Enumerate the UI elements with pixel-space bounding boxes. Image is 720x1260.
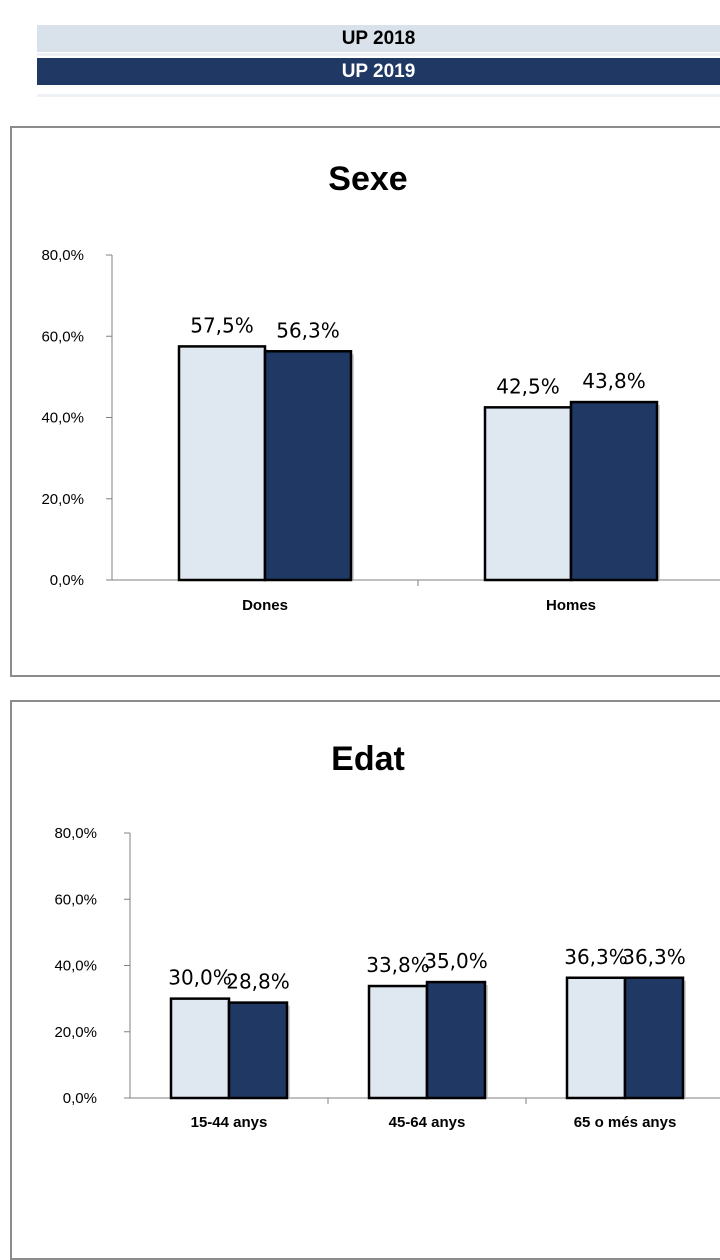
data-label: 33,8% [366,953,430,977]
legend-up-2018-label: UP 2018 [341,27,416,49]
bar-edat-45-64-anys-up-2019 [425,980,487,1100]
bar-edat-65-o-m-s-anys-up-2019 [623,976,685,1100]
bar-edat-15-44-anys-up-2019 [227,1001,289,1100]
data-label: 35,0% [424,949,488,973]
y-tick-label: 80,0% [41,247,84,264]
category-label-homes: Homes [546,597,596,614]
category-label-45-64-anys: 45-64 anys [389,1114,466,1131]
legend-divider-bottom [37,94,720,97]
category-label-dones: Dones [242,597,288,614]
y-tick-label: 80,0% [54,825,97,842]
category-label-15-44-anys: 15-44 anys [191,1114,268,1131]
data-label: 57,5% [190,313,254,337]
y-tick-label: 40,0% [54,958,97,975]
chart-edat: Edat 0,0% 20,0% 40,0% 60,0% 80,0% 15-44 anys 30… [54,740,720,1131]
data-label: 28,8% [226,970,290,994]
bar-sexe-homes-up-2018 [483,406,573,582]
y-tick-label: 0,0% [50,572,84,589]
bar-sexe-dones-up-2018 [177,345,267,582]
chart-sexe: Sexe 0,0% 20,0% 40,0% 60,0% 80,0% Dones 57,5% 56… [41,160,720,614]
legend-up-2018: UP 2018 [37,25,720,52]
legend-up-2019-label: UP 2019 [341,60,416,82]
category-label-65-o-m-s-anys: 65 o més anys [574,1114,677,1131]
chart-panel-sexe: Sexe 0,0% 20,0% 40,0% 60,0% 80,0% Dones 57,5% 56… [10,126,720,677]
data-label: 36,3% [622,945,686,969]
y-tick-label: 20,0% [54,1024,97,1041]
y-tick-label: 60,0% [41,328,84,345]
bar-edat-45-64-anys-up-2018 [367,984,429,1100]
chart-title: Edat [331,740,405,778]
data-label: 36,3% [564,945,628,969]
data-label: 30,0% [168,966,232,990]
chart-panel-edat: Edat 0,0% 20,0% 40,0% 60,0% 80,0% 15-44 anys 30… [10,700,720,1260]
y-tick-label: 60,0% [54,891,97,908]
chart-title: Sexe [328,160,407,198]
bar-edat-15-44-anys-up-2018 [169,997,231,1100]
y-tick-label: 0,0% [63,1090,97,1107]
bar-edat-65-o-m-s-anys-up-2018 [565,976,627,1100]
y-tick-label: 20,0% [41,491,84,508]
y-tick-label: 40,0% [41,410,84,427]
legend-up-2019: UP 2019 [37,58,720,85]
legend-divider [37,53,720,56]
data-label: 43,8% [582,369,646,393]
data-label: 56,3% [276,318,340,342]
bar-sexe-homes-up-2019 [569,400,659,582]
data-label: 42,5% [496,374,560,398]
bar-sexe-dones-up-2019 [263,350,353,582]
